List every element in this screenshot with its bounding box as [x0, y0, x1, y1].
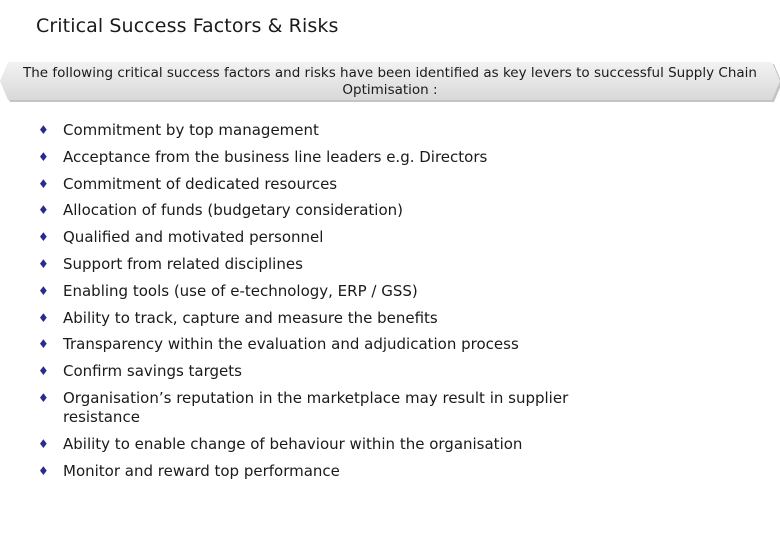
list-item-text: Ability to enable change of behaviour wi…	[63, 434, 523, 453]
list-item: ♦ Allocation of funds (budgetary conside…	[36, 201, 736, 220]
banner-background	[0, 62, 780, 100]
diamond-bullet-icon: ♦	[38, 390, 49, 405]
diamond-bullet-icon: ♦	[38, 436, 49, 451]
list-item-text: Qualified and motivated personnel	[63, 228, 324, 247]
diamond-bullet-icon: ♦	[38, 463, 49, 478]
list-item: ♦ Confirm savings targets	[36, 362, 736, 381]
diamond-bullet-icon: ♦	[38, 337, 49, 352]
diamond-bullet-icon: ♦	[38, 123, 49, 137]
list-item: ♦ Ability to enable change of behaviour …	[36, 435, 736, 454]
list-item-text: Allocation of funds (budgetary considera…	[63, 201, 403, 220]
list-item-text: Commitment by top management	[63, 121, 319, 139]
list-item: ♦ Commitment of dedicated resources	[36, 175, 736, 194]
diamond-bullet-icon: ♦	[38, 176, 49, 191]
list-item: ♦ Qualified and motivated personnel	[36, 228, 736, 247]
list-item: ♦ Ability to track, capture and measure …	[36, 309, 736, 328]
diamond-bullet-icon: ♦	[38, 230, 49, 245]
list-item-text: Commitment of dedicated resources	[63, 174, 338, 193]
list-item-text: Confirm savings targets	[63, 362, 242, 381]
list-item-text: Acceptance from the business line leader…	[63, 147, 488, 166]
diamond-bullet-icon: ♦	[38, 256, 49, 271]
list-item: ♦ Monitor and reward top performance	[36, 462, 736, 481]
diamond-bullet-icon: ♦	[38, 203, 49, 218]
list-item-text: Ability to track, capture and measure th…	[63, 308, 438, 327]
list-item: ♦ Acceptance from the business line lead…	[36, 148, 736, 167]
list-item-text: Support from related disciplines	[63, 254, 303, 273]
diamond-bullet-icon: ♦	[38, 283, 49, 298]
list-item: ♦ Enabling tools (use of e-technology, E…	[36, 282, 736, 301]
success-factors-list: ♦ Commitment by top management ♦ Accepta…	[36, 121, 736, 488]
list-item-text: Transparency within the evaluation and a…	[63, 335, 519, 354]
list-item: ♦ Transparency within the evaluation and…	[36, 335, 736, 354]
diamond-bullet-icon: ♦	[38, 310, 49, 325]
diamond-bullet-icon: ♦	[38, 364, 49, 379]
list-item: ♦ Organisation’s reputation in the marke…	[36, 389, 736, 427]
diamond-bullet-icon: ♦	[38, 149, 49, 164]
list-item-text: Organisation’s reputation in the marketp…	[63, 388, 569, 426]
list-item: ♦ Support from related disciplines	[36, 255, 736, 274]
banner-text: The following critical success factors a…	[23, 65, 757, 98]
intro-banner: The following critical success factors a…	[0, 62, 780, 102]
list-item-text: Enabling tools (use of e-technology, ERP…	[63, 281, 418, 300]
list-item: ♦ Commitment by top management	[36, 121, 736, 140]
slide-title: Critical Success Factors & Risks	[36, 15, 339, 37]
list-item-text: Monitor and reward top performance	[63, 461, 340, 480]
